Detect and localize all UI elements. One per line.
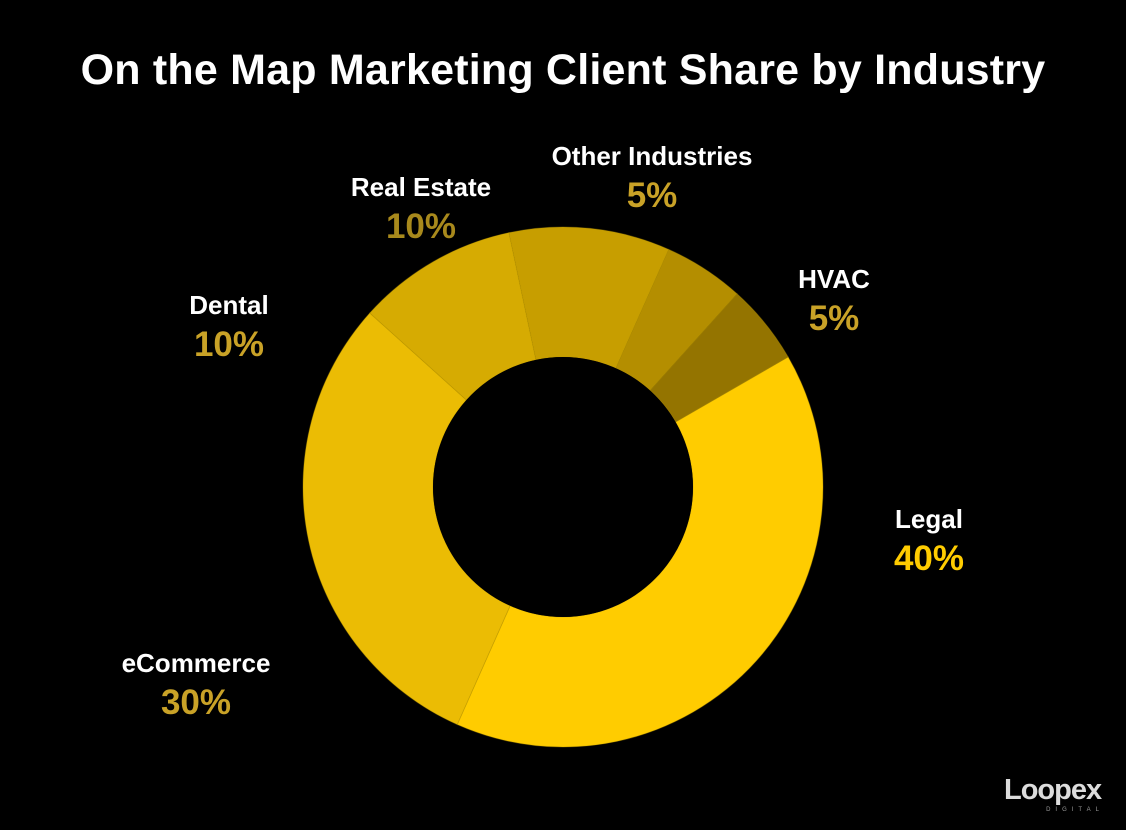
brand-subtitle: DIGITAL bbox=[1046, 807, 1104, 813]
slice-name-other-industries: Other Industries bbox=[551, 141, 753, 171]
slice-value-legal: 40% bbox=[893, 539, 965, 578]
slice-value-ecommerce: 30% bbox=[160, 683, 232, 722]
slice-value-real-estate: 10% bbox=[385, 207, 457, 246]
donut-hole bbox=[433, 357, 693, 617]
label-legal: Legal 40% bbox=[894, 503, 964, 581]
label-dental: Dental 10% bbox=[189, 289, 268, 367]
brand-wordmark: Loopex bbox=[1004, 774, 1102, 806]
slice-name-hvac: HVAC bbox=[798, 264, 870, 294]
label-real-estate: Real Estate 10% bbox=[351, 171, 491, 249]
slice-name-legal: Legal bbox=[895, 504, 963, 534]
label-hvac: HVAC 5% bbox=[798, 263, 870, 341]
brand-logo: Loopex DIGITAL bbox=[1004, 774, 1108, 818]
donut-slice-other-industries bbox=[615, 248, 738, 392]
slice-name-real-estate: Real Estate bbox=[350, 172, 492, 202]
label-ecommerce: eCommerce 30% bbox=[122, 647, 271, 725]
slice-name-ecommerce: eCommerce bbox=[121, 648, 271, 678]
chart-title: On the Map Marketing Client Share by Ind… bbox=[80, 46, 1046, 94]
slice-value-dental: 10% bbox=[193, 325, 265, 364]
slice-value-other-industries: 5% bbox=[626, 176, 678, 215]
label-other-industries: Other Industries 5% bbox=[552, 140, 753, 218]
slice-value-hvac: 5% bbox=[808, 299, 860, 338]
slice-name-dental: Dental bbox=[189, 290, 269, 320]
donut-slice-hvac bbox=[649, 293, 789, 423]
